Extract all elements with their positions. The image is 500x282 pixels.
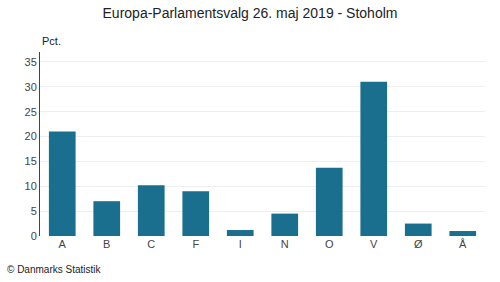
svg-text:10: 10 bbox=[25, 180, 37, 192]
svg-text:25: 25 bbox=[25, 106, 37, 118]
svg-text:Å: Å bbox=[459, 238, 467, 250]
svg-text:© Danmarks Statistik: © Danmarks Statistik bbox=[7, 264, 102, 275]
svg-text:35: 35 bbox=[25, 56, 37, 68]
svg-text:15: 15 bbox=[25, 155, 37, 167]
svg-text:O: O bbox=[325, 238, 334, 250]
svg-text:Ø: Ø bbox=[414, 238, 423, 250]
svg-text:A: A bbox=[59, 238, 67, 250]
svg-text:30: 30 bbox=[25, 81, 37, 93]
svg-text:5: 5 bbox=[31, 205, 37, 217]
svg-text:V: V bbox=[370, 238, 378, 250]
svg-text:F: F bbox=[192, 238, 199, 250]
svg-text:20: 20 bbox=[25, 130, 37, 142]
svg-text:I: I bbox=[239, 238, 242, 250]
svg-text:C: C bbox=[147, 238, 155, 250]
svg-text:Europa-Parlamentsvalg 26. maj: Europa-Parlamentsvalg 26. maj 2019 - Sto… bbox=[103, 5, 398, 21]
svg-text:N: N bbox=[281, 238, 289, 250]
svg-text:0: 0 bbox=[31, 230, 37, 242]
svg-text:Pct.: Pct. bbox=[42, 35, 61, 47]
svg-text:B: B bbox=[103, 238, 110, 250]
